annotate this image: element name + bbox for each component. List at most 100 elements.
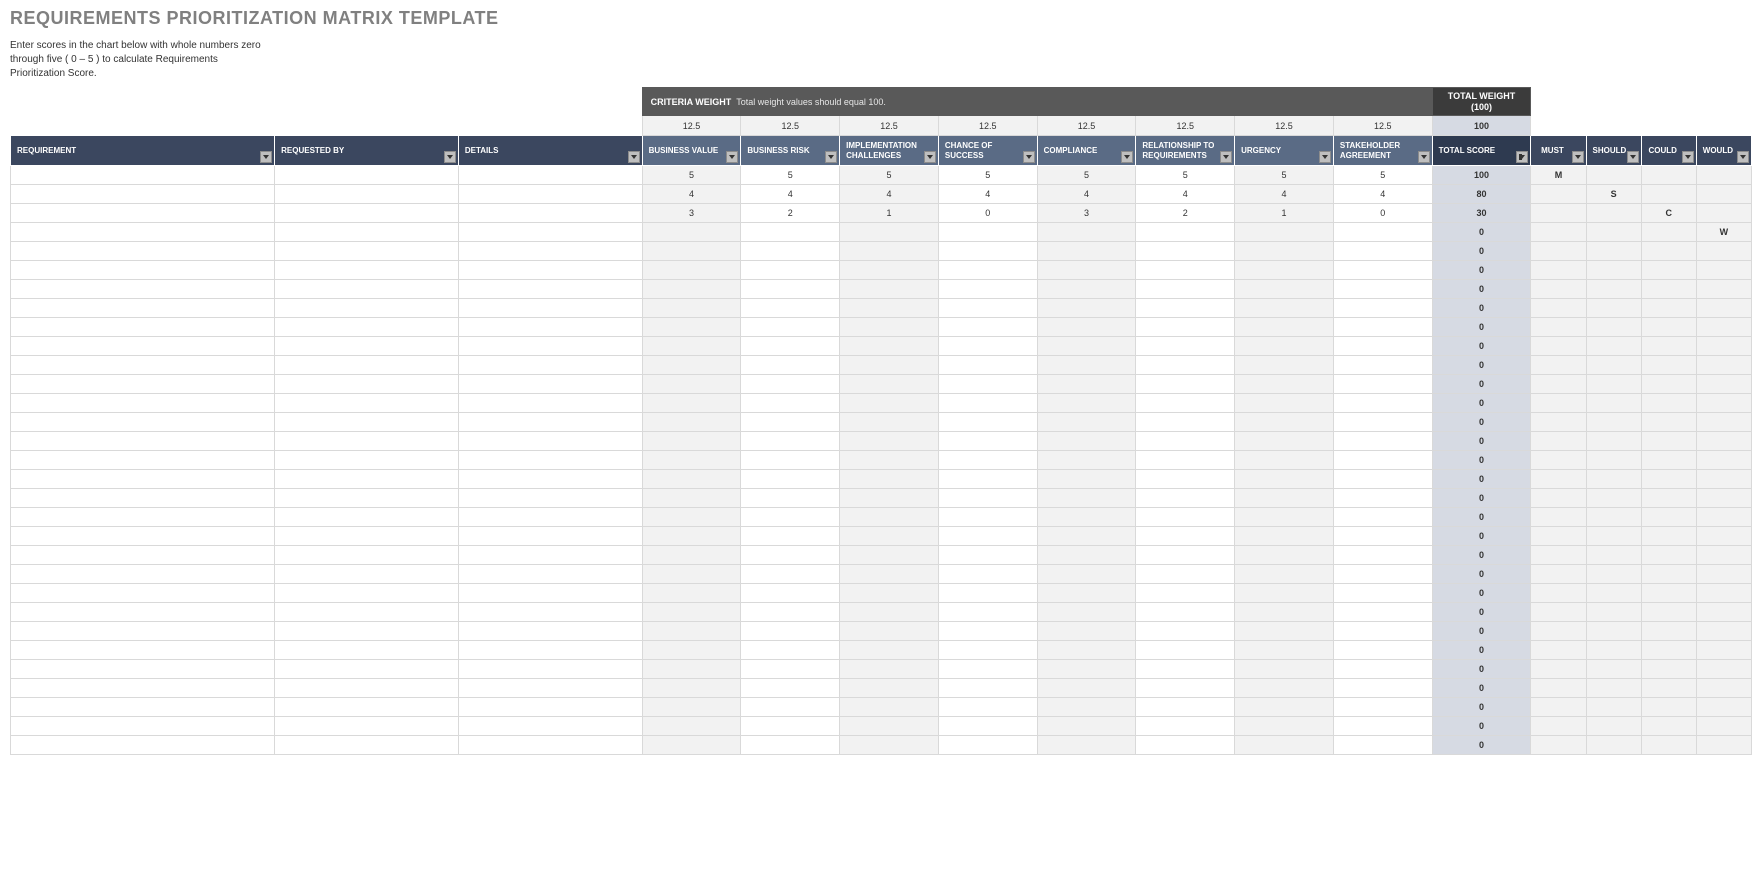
- moscow-cell[interactable]: [1531, 470, 1586, 489]
- score-cell[interactable]: [1037, 698, 1136, 717]
- moscow-cell[interactable]: [1586, 470, 1641, 489]
- moscow-cell[interactable]: [1531, 660, 1586, 679]
- cell-details[interactable]: [458, 584, 642, 603]
- cell-details[interactable]: [458, 489, 642, 508]
- score-cell[interactable]: [1235, 546, 1334, 565]
- score-cell[interactable]: [741, 527, 840, 546]
- score-cell[interactable]: [642, 432, 741, 451]
- filter-icon[interactable]: [1418, 151, 1430, 163]
- cell-requested-by[interactable]: [275, 527, 459, 546]
- cell-requirement[interactable]: [11, 204, 275, 223]
- score-cell[interactable]: [1333, 451, 1432, 470]
- score-cell[interactable]: [1136, 432, 1235, 451]
- moscow-cell[interactable]: [1696, 318, 1751, 337]
- score-cell[interactable]: [1333, 527, 1432, 546]
- moscow-cell[interactable]: [1641, 622, 1696, 641]
- cell-requirement[interactable]: [11, 261, 275, 280]
- col-compliance[interactable]: COMPLIANCE: [1037, 136, 1136, 166]
- cell-requested-by[interactable]: [275, 166, 459, 185]
- score-cell[interactable]: [642, 489, 741, 508]
- cell-requirement[interactable]: [11, 603, 275, 622]
- cell-requirement[interactable]: [11, 736, 275, 755]
- score-cell[interactable]: [1037, 432, 1136, 451]
- cell-requested-by[interactable]: [275, 299, 459, 318]
- moscow-cell[interactable]: [1641, 603, 1696, 622]
- score-cell[interactable]: [1136, 261, 1235, 280]
- score-cell[interactable]: [1333, 717, 1432, 736]
- moscow-cell[interactable]: [1531, 641, 1586, 660]
- score-cell[interactable]: [840, 451, 939, 470]
- moscow-cell[interactable]: [1531, 717, 1586, 736]
- moscow-cell[interactable]: [1641, 527, 1696, 546]
- moscow-cell[interactable]: [1641, 641, 1696, 660]
- filter-icon[interactable]: [1023, 151, 1035, 163]
- moscow-cell[interactable]: [1696, 356, 1751, 375]
- moscow-cell[interactable]: [1641, 584, 1696, 603]
- score-cell[interactable]: 4: [741, 185, 840, 204]
- score-cell[interactable]: 5: [642, 166, 741, 185]
- score-cell[interactable]: [1136, 641, 1235, 660]
- cell-requested-by[interactable]: [275, 698, 459, 717]
- cell-details[interactable]: [458, 698, 642, 717]
- moscow-cell[interactable]: [1586, 451, 1641, 470]
- score-cell[interactable]: [741, 622, 840, 641]
- score-cell[interactable]: [1333, 565, 1432, 584]
- score-cell[interactable]: [840, 413, 939, 432]
- score-cell[interactable]: [1235, 717, 1334, 736]
- score-cell[interactable]: [840, 394, 939, 413]
- sort-icon[interactable]: [1516, 151, 1528, 163]
- score-cell[interactable]: [642, 622, 741, 641]
- score-cell[interactable]: [1235, 527, 1334, 546]
- weight-cell[interactable]: 12.5: [1136, 116, 1235, 136]
- score-cell[interactable]: 0: [1333, 204, 1432, 223]
- cell-requirement[interactable]: [11, 489, 275, 508]
- score-cell[interactable]: [1333, 546, 1432, 565]
- cell-requested-by[interactable]: [275, 641, 459, 660]
- score-cell[interactable]: [741, 413, 840, 432]
- cell-requested-by[interactable]: [275, 565, 459, 584]
- cell-requested-by[interactable]: [275, 508, 459, 527]
- score-cell[interactable]: [741, 318, 840, 337]
- moscow-cell[interactable]: [1586, 204, 1641, 223]
- moscow-cell[interactable]: [1531, 584, 1586, 603]
- score-cell[interactable]: [1333, 356, 1432, 375]
- score-cell[interactable]: [741, 223, 840, 242]
- moscow-cell[interactable]: [1696, 204, 1751, 223]
- cell-requested-by[interactable]: [275, 470, 459, 489]
- score-cell[interactable]: [1235, 565, 1334, 584]
- col-would[interactable]: WOULD: [1696, 136, 1751, 166]
- cell-details[interactable]: [458, 242, 642, 261]
- score-cell[interactable]: [840, 280, 939, 299]
- score-cell[interactable]: 5: [840, 166, 939, 185]
- score-cell[interactable]: [938, 394, 1037, 413]
- moscow-cell[interactable]: [1641, 166, 1696, 185]
- moscow-cell[interactable]: [1696, 242, 1751, 261]
- score-cell[interactable]: [1235, 660, 1334, 679]
- moscow-cell[interactable]: [1586, 698, 1641, 717]
- score-cell[interactable]: [1136, 603, 1235, 622]
- weight-cell[interactable]: 12.5: [840, 116, 939, 136]
- score-cell[interactable]: [1333, 603, 1432, 622]
- score-cell[interactable]: [642, 261, 741, 280]
- cell-requested-by[interactable]: [275, 318, 459, 337]
- score-cell[interactable]: [642, 242, 741, 261]
- score-cell[interactable]: [741, 660, 840, 679]
- score-cell[interactable]: [1136, 717, 1235, 736]
- cell-details[interactable]: [458, 660, 642, 679]
- moscow-cell[interactable]: [1586, 337, 1641, 356]
- score-cell[interactable]: [1235, 432, 1334, 451]
- score-cell[interactable]: [840, 660, 939, 679]
- score-cell[interactable]: [642, 223, 741, 242]
- col-requested-by[interactable]: REQUESTED BY: [275, 136, 459, 166]
- cell-requirement[interactable]: [11, 318, 275, 337]
- score-cell[interactable]: [840, 470, 939, 489]
- score-cell[interactable]: [642, 470, 741, 489]
- score-cell[interactable]: [1235, 508, 1334, 527]
- col-could[interactable]: COULD: [1641, 136, 1696, 166]
- score-cell[interactable]: [1037, 603, 1136, 622]
- score-cell[interactable]: [1235, 356, 1334, 375]
- cell-details[interactable]: [458, 318, 642, 337]
- cell-requested-by[interactable]: [275, 622, 459, 641]
- moscow-cell[interactable]: [1696, 413, 1751, 432]
- score-cell[interactable]: [741, 242, 840, 261]
